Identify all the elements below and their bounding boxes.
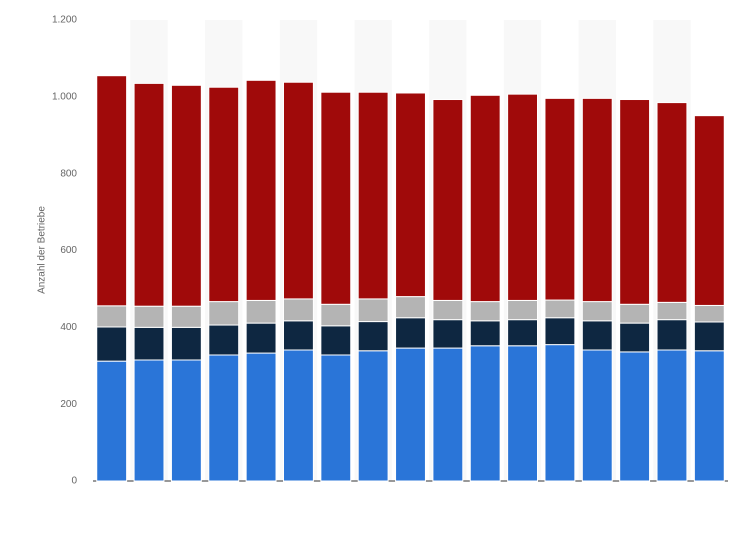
bar-segment (619, 303, 651, 324)
bar-segment (170, 84, 202, 307)
bar-segment (395, 317, 426, 349)
bar-segment (581, 301, 613, 322)
y-tick-label: 0 (71, 476, 77, 487)
y-tick-label: 1.000 (52, 91, 77, 102)
bar-segment (96, 360, 128, 482)
bar-segment (170, 359, 202, 482)
y-axis-label: Anzahl der Betriebe (37, 206, 48, 294)
bar-segment (208, 301, 240, 326)
bar-segment (507, 299, 538, 321)
bar-segment (544, 317, 576, 346)
bar-segment (245, 299, 277, 324)
bar-segment (395, 347, 426, 482)
bar-segment (133, 305, 165, 328)
bar-segment (133, 359, 165, 482)
bar-segment (693, 321, 725, 352)
bar-segment (507, 345, 538, 482)
bar-segment (432, 347, 464, 482)
bar-segment (283, 298, 314, 322)
bar-segment (170, 305, 202, 328)
bar-segment (656, 301, 688, 321)
y-tick-label: 1.200 (52, 15, 77, 26)
y-tick-label: 800 (60, 168, 77, 179)
bar-segment (656, 349, 688, 482)
bar-segment (96, 305, 128, 328)
y-tick-label: 600 (60, 245, 77, 256)
bar-segment (395, 296, 426, 319)
y-tick-label: 200 (60, 399, 77, 410)
bar-segment (693, 304, 725, 323)
bar-segment (544, 97, 576, 301)
bar-segment (320, 303, 352, 327)
bar-segment (544, 299, 576, 319)
bar-segment (357, 321, 389, 352)
bar-segment (432, 319, 464, 349)
bar-segment (133, 326, 165, 361)
bar-segment (432, 99, 464, 301)
bar-segment (581, 349, 613, 482)
bar-segment (320, 325, 352, 356)
bar-segment (619, 99, 651, 305)
bar-segment (208, 324, 240, 356)
bar-segment (357, 298, 389, 323)
bar-segment (469, 320, 501, 347)
bar-segment (245, 322, 277, 354)
y-tick-label: 400 (60, 322, 77, 333)
bar-segment (96, 326, 128, 362)
bar-segment (432, 299, 464, 321)
bar-segment (656, 319, 688, 351)
bar-segment (357, 350, 389, 482)
bar-segment (170, 326, 202, 361)
bar-segment (581, 320, 613, 351)
bar-segment (693, 350, 725, 482)
bar-segment (469, 345, 501, 482)
bar-segment (96, 75, 128, 307)
bar-segment (693, 115, 725, 306)
bar-segment (357, 91, 389, 300)
bar-segment (469, 301, 501, 322)
bar-segment (320, 354, 352, 482)
bar-segment (619, 351, 651, 482)
bar-segment (208, 354, 240, 482)
bar-segment (507, 319, 538, 347)
bar-segment (283, 349, 314, 482)
bar-segment (245, 352, 277, 482)
bar-segment (245, 79, 277, 301)
bar-segment (581, 97, 613, 303)
bar-segment (656, 102, 688, 303)
bar-segment (469, 94, 501, 303)
bar-segment (395, 92, 426, 298)
bar-segment (507, 93, 538, 301)
bar-segment (283, 320, 314, 351)
bar-segment (208, 86, 240, 303)
bar-segment (133, 82, 165, 307)
bar-segment (320, 91, 352, 305)
bar-segment (283, 81, 314, 300)
bar-segment (544, 344, 576, 482)
bar-segment (619, 322, 651, 353)
